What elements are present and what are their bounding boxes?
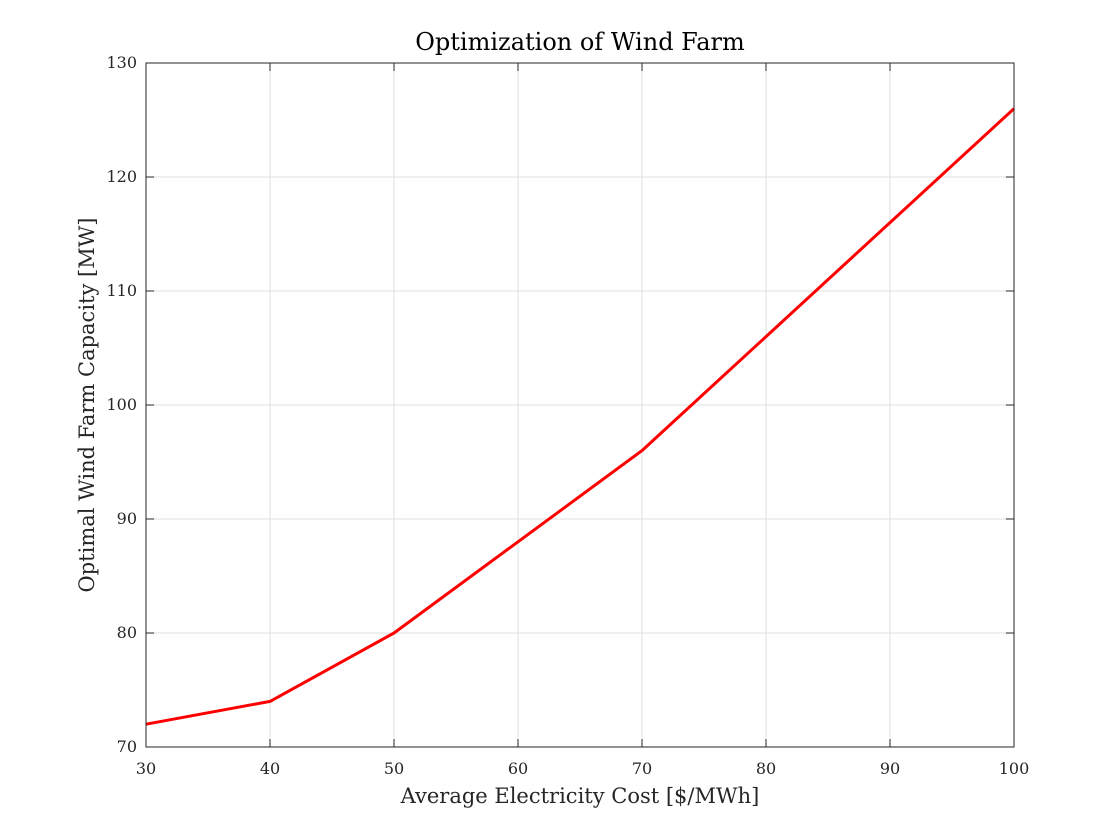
- x-tick-label: 100: [999, 759, 1030, 778]
- y-tick-label: 110: [106, 281, 137, 300]
- x-tick-label: 80: [756, 759, 776, 778]
- x-tick-label: 30: [136, 759, 156, 778]
- x-tick-label: 70: [632, 759, 652, 778]
- series-line: [145, 107, 1016, 726]
- y-axis-title: Optimal Wind Farm Capacity [MW]: [75, 218, 99, 593]
- y-tick-label: 90: [117, 509, 137, 528]
- series-layer: [145, 107, 1016, 726]
- axis-ticks: 30 40 50 60 70 80 90 100 70 80 90 100 110 120 130: [106, 53, 1029, 778]
- x-tick-label: 40: [260, 759, 280, 778]
- x-tick-label: 50: [384, 759, 404, 778]
- x-tick-label: 60: [508, 759, 528, 778]
- x-axis-title: Average Electricity Cost [$/MWh]: [400, 784, 760, 808]
- grid-lines: [145, 62, 1015, 748]
- y-tick-label: 130: [106, 53, 137, 72]
- x-tick-label: 90: [880, 759, 900, 778]
- y-tick-label: 120: [106, 167, 137, 186]
- y-tick-label: 100: [106, 395, 137, 414]
- y-tick-label: 80: [117, 623, 137, 642]
- y-tick-label: 70: [117, 737, 137, 756]
- chart-title: Optimization of Wind Farm: [415, 28, 745, 56]
